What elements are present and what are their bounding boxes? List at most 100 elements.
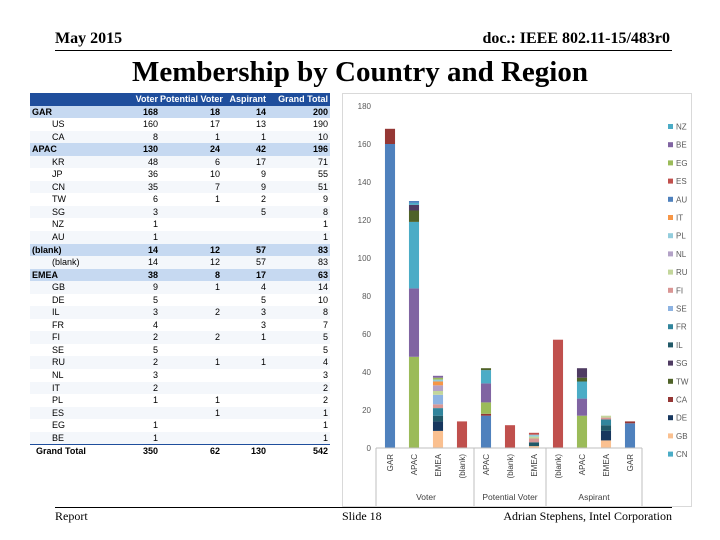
pivot-cell-aspirant: 17: [255, 269, 266, 280]
pivot-cell-potential: [160, 382, 224, 395]
pivot-header-potential: Potential Voter: [160, 94, 223, 104]
pivot-cell-total: 51: [317, 181, 328, 192]
pivot-total-row: Grand Total 350 62 130 542: [30, 444, 330, 458]
pivot-cell-aspirant: 1: [260, 131, 266, 142]
legend-label-EG: EG: [676, 159, 688, 168]
legend-label-CN: CN: [676, 450, 688, 459]
legend-label-DE: DE: [676, 414, 687, 423]
pivot-cell-voter: 350: [142, 446, 158, 457]
pivot-cell-voter: 3: [152, 370, 158, 381]
x-category-label: APAC: [482, 454, 491, 475]
pivot-country-row: IT 2 2: [30, 381, 330, 395]
x-category-label: (blank): [458, 454, 467, 479]
pivot-cell-total: 3: [322, 370, 328, 381]
pivot-cell-label: TW: [52, 194, 66, 205]
pivot-country-row: ES 1 1: [30, 406, 330, 420]
bar-segment-RU: [528, 436, 540, 439]
pivot-cell-aspirant: 13: [255, 119, 266, 130]
header-doc-id: doc.: IEEE 802.11-15/483r0: [482, 30, 670, 47]
pivot-cell-voter: 130: [142, 144, 158, 155]
pivot-cell-voter: 160: [142, 119, 158, 130]
pivot-header-aspirant: Aspirant: [229, 94, 266, 104]
bar-segment-SE: [432, 394, 444, 405]
pivot-cell-total: 83: [317, 257, 328, 268]
pivot-cell-voter: 3: [152, 206, 158, 217]
pivot-country-row: FR 4 3 7: [30, 319, 330, 332]
pivot-cell-potential: [160, 319, 224, 332]
pivot-cell-potential: [160, 294, 224, 307]
pivot-cell-label: BE: [52, 432, 65, 443]
pivot-country-row: RU 2 1 1 4: [30, 356, 330, 370]
pivot-cell-total: 7: [322, 319, 328, 330]
pivot-cell-total: 2: [322, 395, 328, 406]
x-category-label: GAR: [386, 454, 395, 472]
legend-swatch-ES: [668, 178, 673, 184]
pivot-cell-label: Grand Total: [36, 446, 86, 457]
pivot-cell-label: IT: [52, 382, 60, 393]
pivot-country-row: EG 1 1: [30, 419, 330, 432]
pivot-region-row: APAC 130 24 42 196: [30, 143, 330, 156]
bar-segment-JP: [576, 398, 588, 416]
pivot-cell-aspirant: 5: [260, 294, 266, 305]
pivot-table: Voter Potential Voter Aspirant Grand Tot…: [30, 93, 330, 509]
slide-title: Membership by Country and Region: [132, 56, 588, 88]
legend-swatch-DE: [668, 415, 673, 421]
pivot-region-row: GAR 168 18 14 200: [30, 105, 330, 119]
bar-segment-IL: [432, 415, 444, 422]
pivot-cell-total: 5: [322, 332, 328, 343]
pivot-country-row: SE 5 5: [30, 344, 330, 357]
footer-left: Report: [55, 509, 88, 523]
pivot-cell-total: 5: [322, 344, 328, 355]
pivot-cell-potential: 2: [214, 307, 220, 318]
legend-label-CA: CA: [676, 396, 688, 405]
bar-segment-BE: [432, 375, 444, 378]
bar-segment-IL: [600, 425, 612, 431]
legend-label-SG: SG: [676, 359, 688, 368]
pivot-cell-voter: [120, 407, 160, 420]
pivot-cell-potential: [160, 369, 224, 382]
pivot-cell-aspirant: [224, 344, 270, 357]
pivot-cell-voter: 14: [147, 257, 158, 268]
pivot-region-row: (blank) 14 12 57 83: [30, 243, 330, 257]
pivot-country-row: SG 3 5 8: [30, 205, 330, 219]
pivot-cell-total: 10: [317, 131, 328, 142]
footer-rule: [55, 507, 672, 508]
bar-segment-KR: [480, 402, 492, 414]
pivot-cell-total: 1: [322, 432, 328, 443]
pivot-cell-aspirant: 3: [260, 307, 266, 318]
footer-slide-number: Slide 18: [342, 509, 382, 523]
pivot-cell-total: 1: [322, 219, 328, 230]
pivot-cell-aspirant: 5: [260, 206, 266, 217]
legend-label-RU: RU: [676, 268, 688, 277]
pivot-cell-total: 190: [312, 119, 328, 130]
pivot-cell-voter: 2: [152, 357, 158, 368]
bar-segment-GB: [600, 440, 612, 448]
legend-label-NZ: NZ: [676, 123, 687, 132]
pivot-cell-aspirant: [224, 382, 270, 395]
x-category-label: (blank): [506, 454, 515, 479]
pivot-cell-total: 542: [312, 446, 328, 457]
bar-segment-GB: [528, 446, 540, 448]
pivot-country-row: (blank) 14 12 57 83: [30, 256, 330, 269]
pivot-cell-aspirant: [224, 394, 270, 407]
pivot-header-row: Voter Potential Voter Aspirant Grand Tot…: [30, 93, 330, 106]
legend-label-ES: ES: [676, 177, 687, 186]
bar-segment-FI: [600, 417, 612, 420]
pivot-cell-total: 1: [322, 232, 328, 243]
stacked-bar-chart: 0 20 40 60 80 100 120 140 160 180 GAR APAC EMEA (blan…: [342, 93, 692, 507]
pivot-cell-voter: 14: [147, 244, 158, 255]
pivot-cell-label: RU: [52, 357, 65, 368]
bar-segment-IL: [528, 442, 540, 447]
pivot-cell-voter: 5: [152, 344, 158, 355]
legend-swatch-TW: [668, 378, 673, 384]
pivot-cell-total: 2: [322, 382, 328, 393]
pivot-cell-voter: 6: [152, 194, 158, 205]
pivot-cell-aspirant: 2: [260, 194, 266, 205]
legend-label-FI: FI: [676, 286, 683, 295]
bar-segment-CN: [480, 370, 492, 384]
pivot-cell-total: 55: [317, 169, 328, 180]
pivot-cell-label: FI: [52, 332, 60, 343]
legend-swatch-RU: [668, 269, 673, 275]
pivot-country-row: BE 1 1: [30, 431, 330, 445]
pivot-cell-label: FR: [52, 319, 64, 330]
